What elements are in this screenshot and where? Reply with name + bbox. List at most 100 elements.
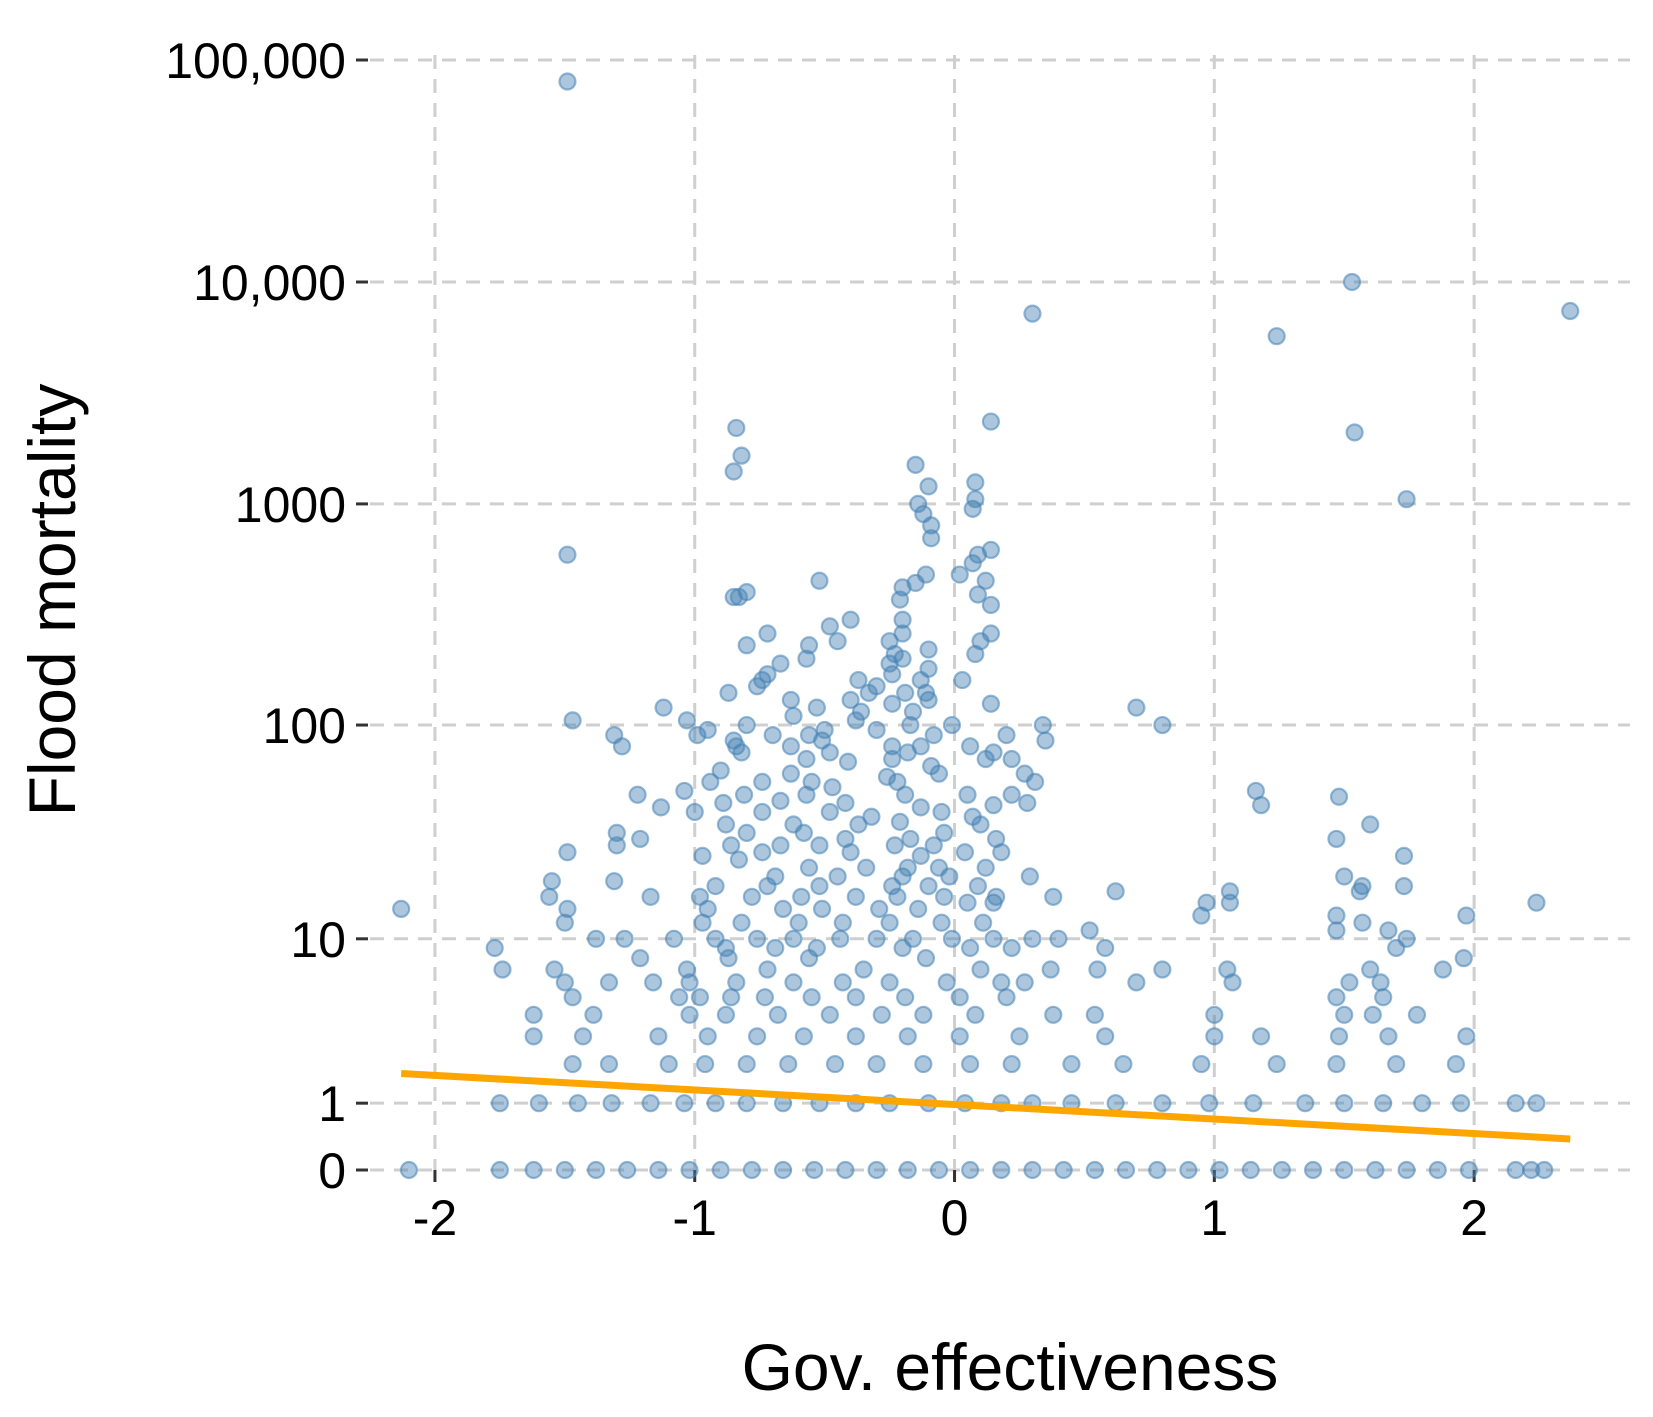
data-point — [1127, 698, 1146, 717]
data-point — [1335, 1005, 1354, 1024]
data-point — [1096, 1027, 1115, 1046]
data-point — [898, 1027, 917, 1046]
data-point — [1251, 1027, 1271, 1046]
data-point — [727, 973, 746, 992]
data-point — [851, 702, 871, 721]
data-point — [771, 654, 790, 673]
data-point — [799, 949, 819, 968]
data-point — [857, 858, 876, 877]
x-tick-label: 0 — [941, 1190, 969, 1246]
data-point — [896, 988, 915, 1007]
data-point — [955, 843, 975, 862]
data-point — [724, 587, 743, 607]
data-point — [1374, 1094, 1393, 1113]
data-point — [981, 412, 1001, 431]
data-point — [833, 973, 852, 992]
data-point — [1049, 929, 1068, 948]
data-point — [392, 899, 411, 919]
data-point — [971, 960, 990, 979]
data-point — [903, 702, 923, 721]
data-point — [1561, 301, 1580, 321]
data-point — [799, 636, 819, 655]
data-point — [909, 494, 928, 514]
data-point — [997, 725, 1016, 745]
data-point — [680, 1160, 699, 1180]
data-point — [485, 938, 504, 958]
data-point — [729, 850, 749, 869]
data-point — [1192, 1054, 1211, 1074]
data-point — [1374, 988, 1393, 1007]
data-point — [950, 988, 969, 1007]
data-point — [942, 929, 962, 948]
data-point — [753, 772, 772, 792]
data-point — [529, 1094, 548, 1113]
data-point — [961, 1160, 980, 1180]
data-point — [883, 877, 902, 896]
data-point — [1002, 749, 1021, 769]
data-point — [924, 725, 943, 745]
data-point — [1267, 1054, 1286, 1074]
data-point — [893, 610, 912, 629]
data-point — [784, 929, 803, 948]
data-point — [815, 720, 834, 740]
data-point — [1379, 1027, 1398, 1046]
data-point — [742, 1160, 761, 1180]
data-point — [558, 899, 577, 919]
data-point — [1200, 1094, 1219, 1113]
data-point — [823, 778, 842, 797]
data-point — [888, 772, 907, 792]
data-point — [992, 843, 1011, 862]
data-point — [1394, 877, 1414, 896]
data-point — [797, 649, 816, 668]
data-point — [1329, 1027, 1349, 1046]
data-point — [841, 610, 860, 629]
data-point — [1394, 846, 1414, 865]
data-point — [942, 715, 962, 735]
data-point — [911, 846, 930, 865]
data-point — [1327, 1054, 1346, 1074]
data-point — [768, 1005, 787, 1024]
data-point — [773, 899, 793, 919]
data-point — [584, 1005, 603, 1024]
data-point — [906, 455, 925, 474]
data-point — [1340, 973, 1359, 992]
y-tick-label: 1000 — [235, 477, 346, 533]
data-point — [961, 1054, 980, 1074]
data-point — [1353, 913, 1372, 932]
data-point — [599, 973, 619, 992]
data-point — [747, 1027, 767, 1046]
data-point — [810, 877, 829, 896]
data-point — [1114, 1054, 1133, 1074]
data-point — [1454, 949, 1473, 968]
data-point — [586, 1160, 606, 1180]
data-point — [615, 929, 634, 948]
data-point — [1041, 960, 1060, 979]
data-point — [680, 1005, 699, 1024]
data-point — [784, 973, 803, 992]
data-point — [568, 1094, 587, 1113]
data-point — [1407, 1005, 1427, 1024]
data-point — [922, 516, 941, 535]
data-point — [670, 988, 689, 1007]
data-point — [929, 1160, 949, 1180]
y-tick-label: 10 — [290, 912, 346, 968]
data-point — [735, 785, 754, 804]
data-point — [1023, 929, 1042, 948]
data-point — [984, 796, 1003, 815]
data-point — [779, 1054, 798, 1074]
data-point — [563, 1054, 582, 1074]
data-point — [727, 418, 746, 438]
data-point — [893, 649, 912, 668]
data-point — [888, 887, 907, 906]
data-point — [737, 1054, 756, 1074]
data-point — [1413, 1094, 1432, 1113]
data-point — [716, 1005, 736, 1024]
data-point — [805, 1160, 824, 1180]
data-point — [644, 973, 663, 992]
data-point — [846, 711, 865, 730]
data-point — [1506, 1160, 1525, 1180]
data-point — [825, 1054, 845, 1074]
data-point — [1327, 906, 1346, 925]
data-point — [932, 802, 951, 822]
data-point — [950, 1027, 969, 1046]
